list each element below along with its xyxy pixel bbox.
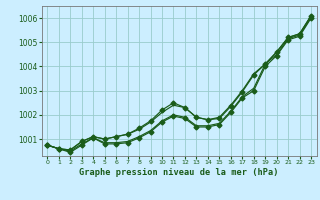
X-axis label: Graphe pression niveau de la mer (hPa): Graphe pression niveau de la mer (hPa)	[79, 168, 279, 177]
